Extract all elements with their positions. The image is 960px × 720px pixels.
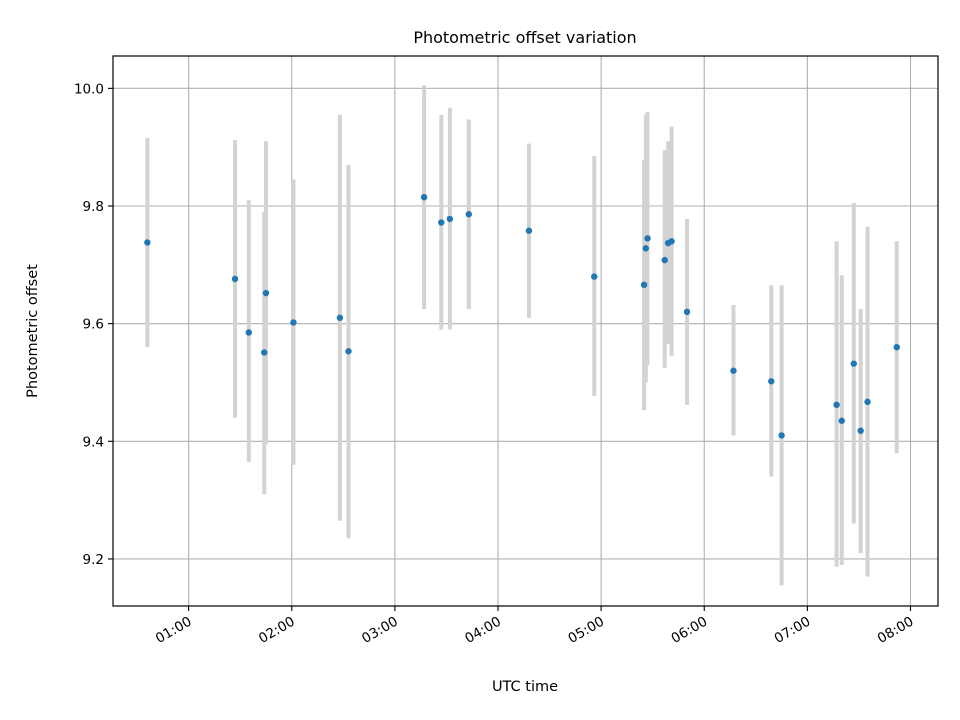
data-point bbox=[525, 227, 533, 234]
data-point bbox=[345, 348, 352, 355]
plot-frame bbox=[112, 55, 939, 607]
plot-area bbox=[112, 55, 939, 607]
data-point bbox=[591, 273, 598, 280]
data-point bbox=[231, 275, 239, 283]
data-point bbox=[683, 308, 691, 316]
data-point bbox=[290, 319, 297, 326]
data-point bbox=[644, 235, 651, 242]
x-axis-label: UTC time bbox=[492, 679, 558, 695]
grid bbox=[113, 56, 938, 606]
data-point bbox=[438, 219, 445, 226]
data-point bbox=[336, 314, 344, 321]
data-point bbox=[850, 360, 857, 367]
y-tick-label: 9.2 bbox=[83, 552, 104, 568]
data-point bbox=[640, 281, 648, 289]
chart-title: Photometric offset variation bbox=[413, 28, 636, 47]
y-tick-label: 9.4 bbox=[83, 434, 104, 450]
data-point bbox=[245, 329, 252, 336]
data-point bbox=[144, 239, 151, 246]
y-tick-label: 10.0 bbox=[74, 81, 104, 97]
data-point bbox=[833, 401, 840, 409]
data-point bbox=[465, 211, 472, 218]
data-point bbox=[857, 427, 864, 434]
data-point bbox=[261, 349, 268, 356]
data-point bbox=[420, 193, 428, 201]
data-point bbox=[262, 289, 270, 297]
y-tick-label: 9.8 bbox=[83, 199, 104, 215]
data-point bbox=[768, 378, 775, 385]
data-point bbox=[730, 367, 737, 374]
data-points bbox=[144, 193, 900, 439]
data-point bbox=[661, 256, 668, 264]
y-tick-label: 9.6 bbox=[83, 317, 104, 333]
data-point bbox=[778, 432, 785, 439]
data-point bbox=[893, 343, 900, 351]
data-point bbox=[838, 417, 845, 424]
data-point bbox=[864, 398, 871, 406]
y-axis: 9.2 9.4 9.6 9.8 10.0 bbox=[74, 81, 113, 568]
data-point bbox=[668, 238, 675, 245]
data-point bbox=[446, 215, 454, 223]
y-axis-label: Photometric offset bbox=[25, 264, 41, 398]
data-point bbox=[642, 245, 650, 252]
